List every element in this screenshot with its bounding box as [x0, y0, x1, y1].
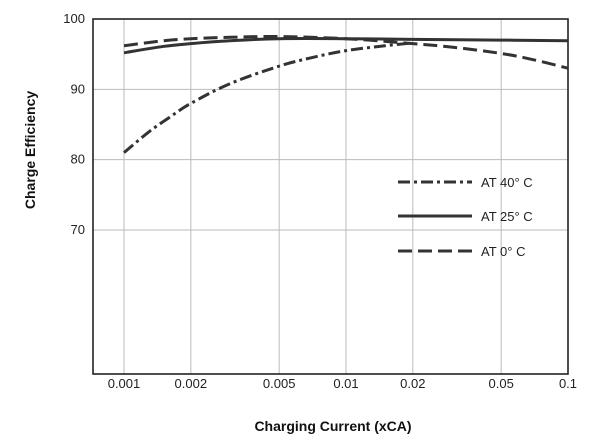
series-line-solid [123, 37, 569, 55]
y-tick-labels: 70 80 90 100 [63, 11, 85, 237]
legend-label: AT 40° C [481, 175, 533, 190]
x-tick-label: 0.01 [333, 376, 358, 391]
y-tick-label: 80 [71, 152, 85, 167]
x-tick-label: 0.05 [489, 376, 514, 391]
grid-lines [93, 19, 568, 374]
legend-label: AT 0° C [481, 244, 525, 259]
plot-frame [92, 18, 569, 375]
x-tick-label: 0.005 [263, 376, 296, 391]
x-axis-title: Charging Current (xCA) [254, 418, 411, 434]
x-tick-label: 0.002 [175, 376, 208, 391]
legend: AT 40° C AT 25° C AT 0° C [398, 175, 533, 259]
y-tick-label: 90 [71, 81, 85, 96]
y-tick-label: 100 [63, 11, 85, 26]
y-axis-title: Charge Efficiency [22, 91, 38, 209]
series-lines [123, 35, 569, 154]
legend-label: AT 25° C [481, 209, 533, 224]
x-tick-labels: 0.001 0.002 0.005 0.01 0.02 0.05 0.1 [108, 376, 577, 391]
series-line-dashed [123, 35, 569, 70]
x-tick-label: 0.02 [400, 376, 425, 391]
x-tick-label: 0.1 [559, 376, 577, 391]
series-line-dash-dot [123, 41, 413, 154]
x-tick-label: 0.001 [108, 376, 141, 391]
y-tick-label: 70 [71, 222, 85, 237]
